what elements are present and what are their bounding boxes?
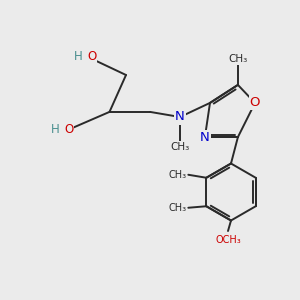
Text: CH₃: CH₃ [228, 54, 248, 64]
Text: H: H [51, 123, 60, 136]
Text: O: O [250, 96, 260, 110]
Text: CH₃: CH₃ [169, 170, 187, 180]
Text: O: O [87, 50, 96, 64]
Text: CH₃: CH₃ [170, 142, 190, 152]
Text: H: H [74, 50, 82, 64]
Text: O: O [64, 123, 74, 136]
Text: N: N [200, 130, 210, 144]
Text: CH₃: CH₃ [169, 203, 187, 213]
Text: N: N [175, 110, 185, 124]
Text: OCH₃: OCH₃ [215, 235, 241, 245]
